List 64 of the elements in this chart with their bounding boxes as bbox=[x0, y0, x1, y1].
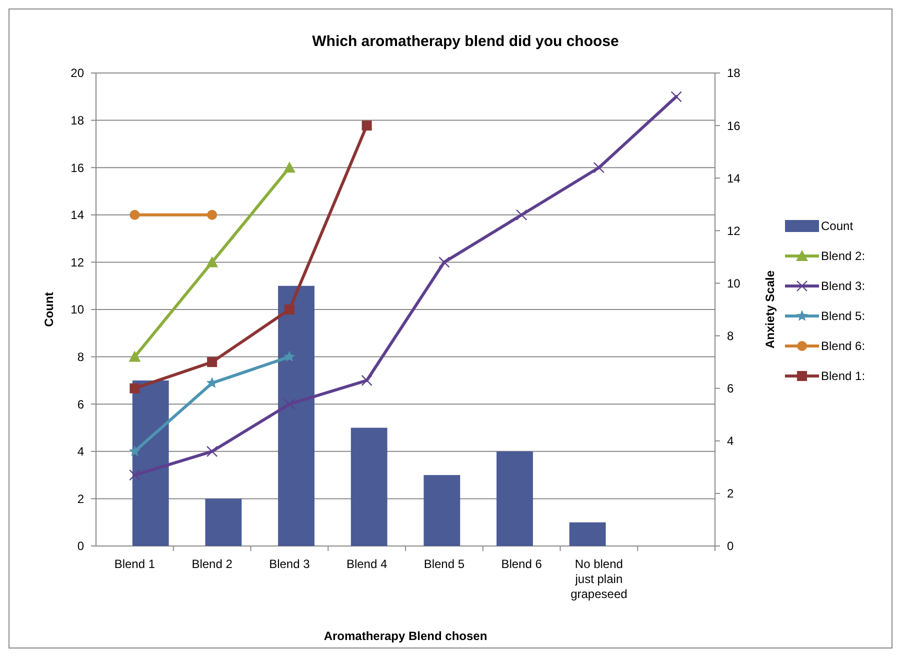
point bbox=[130, 383, 140, 394]
y-tick-label: 16 bbox=[70, 160, 84, 175]
x-axis-title: Aromatherapy Blend chosen bbox=[324, 629, 488, 643]
bar bbox=[132, 380, 169, 546]
point bbox=[284, 398, 296, 410]
y-tick-label: 8 bbox=[77, 350, 84, 364]
x-tick-label: Blend 4 bbox=[346, 557, 388, 571]
bar bbox=[424, 475, 460, 546]
y-tick-label: 4 bbox=[77, 444, 84, 459]
y2-tick-label: 14 bbox=[727, 171, 741, 186]
point bbox=[670, 91, 682, 102]
legend-label: Blend 2: bbox=[821, 249, 866, 264]
x-tick-label: Blend 2 bbox=[192, 557, 233, 571]
point bbox=[207, 357, 218, 368]
x-tick-label: Blend 5 bbox=[424, 557, 465, 571]
y-tick-label: 18 bbox=[70, 114, 84, 128]
bar bbox=[350, 428, 388, 546]
point bbox=[206, 256, 218, 268]
legend-label: Blend 3: bbox=[821, 279, 866, 294]
point bbox=[361, 374, 372, 386]
y2-tick-label: 18 bbox=[727, 66, 741, 80]
y2-tick-label: 12 bbox=[727, 224, 741, 238]
y-axis-title: Count bbox=[42, 292, 56, 327]
point bbox=[207, 210, 218, 220]
y-tick-label: 10 bbox=[70, 302, 84, 317]
y-tick-label: 2 bbox=[77, 492, 84, 506]
x-tick-label: Blend 1 bbox=[114, 557, 156, 571]
point bbox=[438, 256, 450, 268]
y-tick-label: 0 bbox=[77, 539, 84, 554]
y2-tick-label: 10 bbox=[727, 276, 741, 290]
x-tick-label: No blend just plain grapeseed bbox=[570, 557, 628, 601]
y-tick-label: 6 bbox=[77, 397, 84, 412]
y2-tick-label: 16 bbox=[727, 118, 741, 133]
legend-label: Blend 5: bbox=[821, 309, 866, 324]
y-tick-label: 12 bbox=[70, 255, 84, 270]
bar bbox=[569, 522, 606, 546]
point bbox=[128, 445, 140, 456]
y-tick-label: 20 bbox=[70, 66, 84, 80]
y-tick-label: 14 bbox=[70, 208, 84, 222]
point bbox=[283, 162, 296, 173]
legend-label: Count bbox=[821, 219, 854, 234]
legend-label: Blend 6: bbox=[821, 339, 866, 354]
point bbox=[284, 350, 296, 362]
point bbox=[362, 120, 372, 131]
point bbox=[593, 162, 605, 174]
x-tick-label: Blend 6 bbox=[501, 557, 542, 571]
point bbox=[129, 469, 140, 481]
point bbox=[128, 350, 141, 362]
y2-tick-label: 8 bbox=[727, 328, 734, 343]
bar bbox=[496, 451, 533, 546]
point bbox=[284, 304, 294, 314]
legend-label: Blend 1: bbox=[821, 369, 866, 384]
point bbox=[516, 209, 528, 220]
y2-tick-label: 6 bbox=[727, 382, 734, 396]
x-tick-label: Blend 3 bbox=[269, 557, 310, 571]
y2-tick-label: 0 bbox=[727, 539, 734, 554]
chart-title: Which aromatherapy blend did you choose bbox=[312, 33, 619, 50]
y2-axis-title: Anxiety Scale bbox=[763, 270, 777, 349]
point bbox=[206, 446, 218, 457]
point bbox=[130, 210, 140, 220]
y2-tick-label: 4 bbox=[727, 434, 734, 448]
bar bbox=[205, 498, 242, 546]
y2-tick-label: 2 bbox=[727, 486, 734, 501]
bar bbox=[278, 286, 314, 546]
